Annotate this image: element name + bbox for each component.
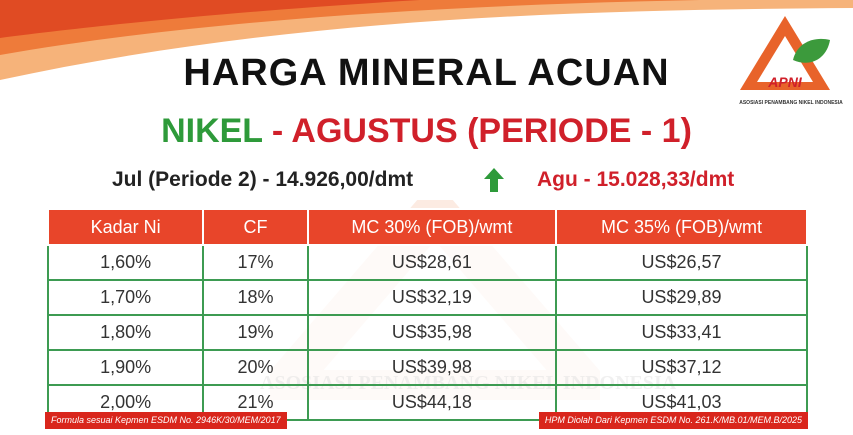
subtitle: NIKEL - AGUSTUS (PERIODE - 1) bbox=[0, 112, 853, 151]
table-row: 1,70% 18% US$32,19 US$29,89 bbox=[46, 279, 809, 316]
table-cell: 1,90% bbox=[46, 349, 205, 386]
column-header: Kadar Ni bbox=[46, 208, 205, 246]
table-cell: 1,80% bbox=[46, 314, 205, 351]
column-header: CF bbox=[202, 208, 309, 246]
table-cell: US$37,12 bbox=[554, 349, 809, 386]
title: HARGA MINERAL ACUAN bbox=[183, 52, 670, 94]
up-arrow bbox=[484, 168, 504, 192]
table-cell: 18% bbox=[202, 279, 309, 316]
table-cell: 1,60% bbox=[46, 244, 205, 281]
table-row: 1,80% 19% US$35,98 US$33,41 bbox=[46, 314, 809, 351]
previous-price: Jul (Periode 2) - 14.926,00/dmt bbox=[112, 168, 414, 191]
background-swoosh bbox=[0, 0, 853, 80]
table-cell: US$29,89 bbox=[554, 279, 809, 316]
table-cell: US$32,19 bbox=[306, 279, 557, 316]
table-cell: 1,70% bbox=[46, 279, 205, 316]
price-table: Kadar Ni CF MC 30% (FOB)/wmt MC 35% (FOB)/w… bbox=[46, 208, 809, 421]
footnote-left: Formula sesuai Kepmen ESDM No. 2946K/30/… bbox=[45, 412, 287, 429]
table-cell: US$35,98 bbox=[306, 314, 557, 351]
table-cell: US$33,41 bbox=[554, 314, 809, 351]
commodity: NIKEL bbox=[161, 112, 263, 150]
table-cell: 17% bbox=[202, 244, 309, 281]
logo-full-name: ASOSIASI PENAMBANG NIKEL INDONESIA bbox=[739, 100, 843, 106]
table-cell: 19% bbox=[202, 314, 309, 351]
table-cell: US$39,98 bbox=[306, 349, 557, 386]
column-header: MC 35% (FOB)/wmt bbox=[554, 208, 809, 246]
table-row: 1,60% 17% US$28,61 US$26,57 bbox=[46, 244, 809, 281]
column-header: MC 30% (FOB)/wmt bbox=[306, 208, 557, 246]
table-cell: 20% bbox=[202, 349, 309, 386]
table-cell: US$44,18 bbox=[306, 384, 557, 421]
table-row: 1,90% 20% US$39,98 US$37,12 bbox=[46, 349, 809, 386]
logo-acronym: APNI bbox=[767, 74, 803, 90]
logo: APNI ASOSIASI PENAMBANG NIKEL INDONESIA bbox=[739, 16, 843, 106]
table-cell: US$28,61 bbox=[306, 244, 557, 281]
current-price: Agu - 15.028,33/dmt bbox=[537, 168, 735, 191]
header-row: Kadar Ni CF MC 30% (FOB)/wmt MC 35% (FOB)/w… bbox=[46, 208, 809, 246]
table-cell: US$26,57 bbox=[554, 244, 809, 281]
period: - AGUSTUS (PERIODE - 1) bbox=[271, 112, 692, 150]
footnote-right: HPM Diolah Dari Kepmen ESDM No. 261.K/MB… bbox=[538, 412, 808, 429]
